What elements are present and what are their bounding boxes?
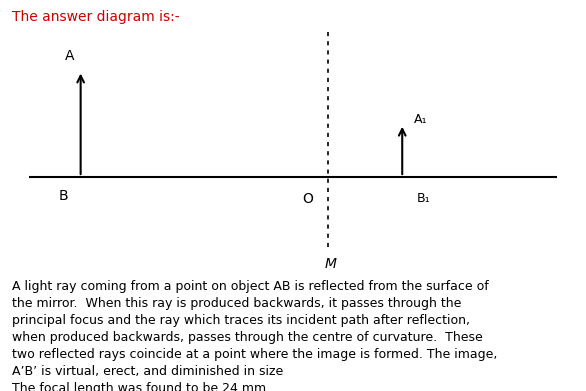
Text: two reflected rays coincide at a point where the image is formed. The image,: two reflected rays coincide at a point w… <box>12 348 497 361</box>
Text: B₁: B₁ <box>417 192 430 204</box>
Text: principal focus and the ray which traces its incident path after reflection,: principal focus and the ray which traces… <box>12 314 470 326</box>
Text: A light ray coming from a point on object AB is reflected from the surface of: A light ray coming from a point on objec… <box>12 280 489 292</box>
Text: The focal length was found to be 24 mm: The focal length was found to be 24 mm <box>12 382 266 391</box>
Text: The answer diagram is:-: The answer diagram is:- <box>12 10 179 24</box>
Text: the mirror.  When this ray is produced backwards, it passes through the: the mirror. When this ray is produced ba… <box>12 296 461 310</box>
Text: O: O <box>302 192 313 206</box>
Text: M: M <box>325 257 336 271</box>
Text: when produced backwards, passes through the centre of curvature.  These: when produced backwards, passes through … <box>12 330 482 344</box>
Text: A: A <box>64 49 74 63</box>
Text: B: B <box>59 189 68 203</box>
Text: A’B’ is virtual, erect, and diminished in size: A’B’ is virtual, erect, and diminished i… <box>12 364 283 378</box>
Text: A₁: A₁ <box>414 113 427 126</box>
